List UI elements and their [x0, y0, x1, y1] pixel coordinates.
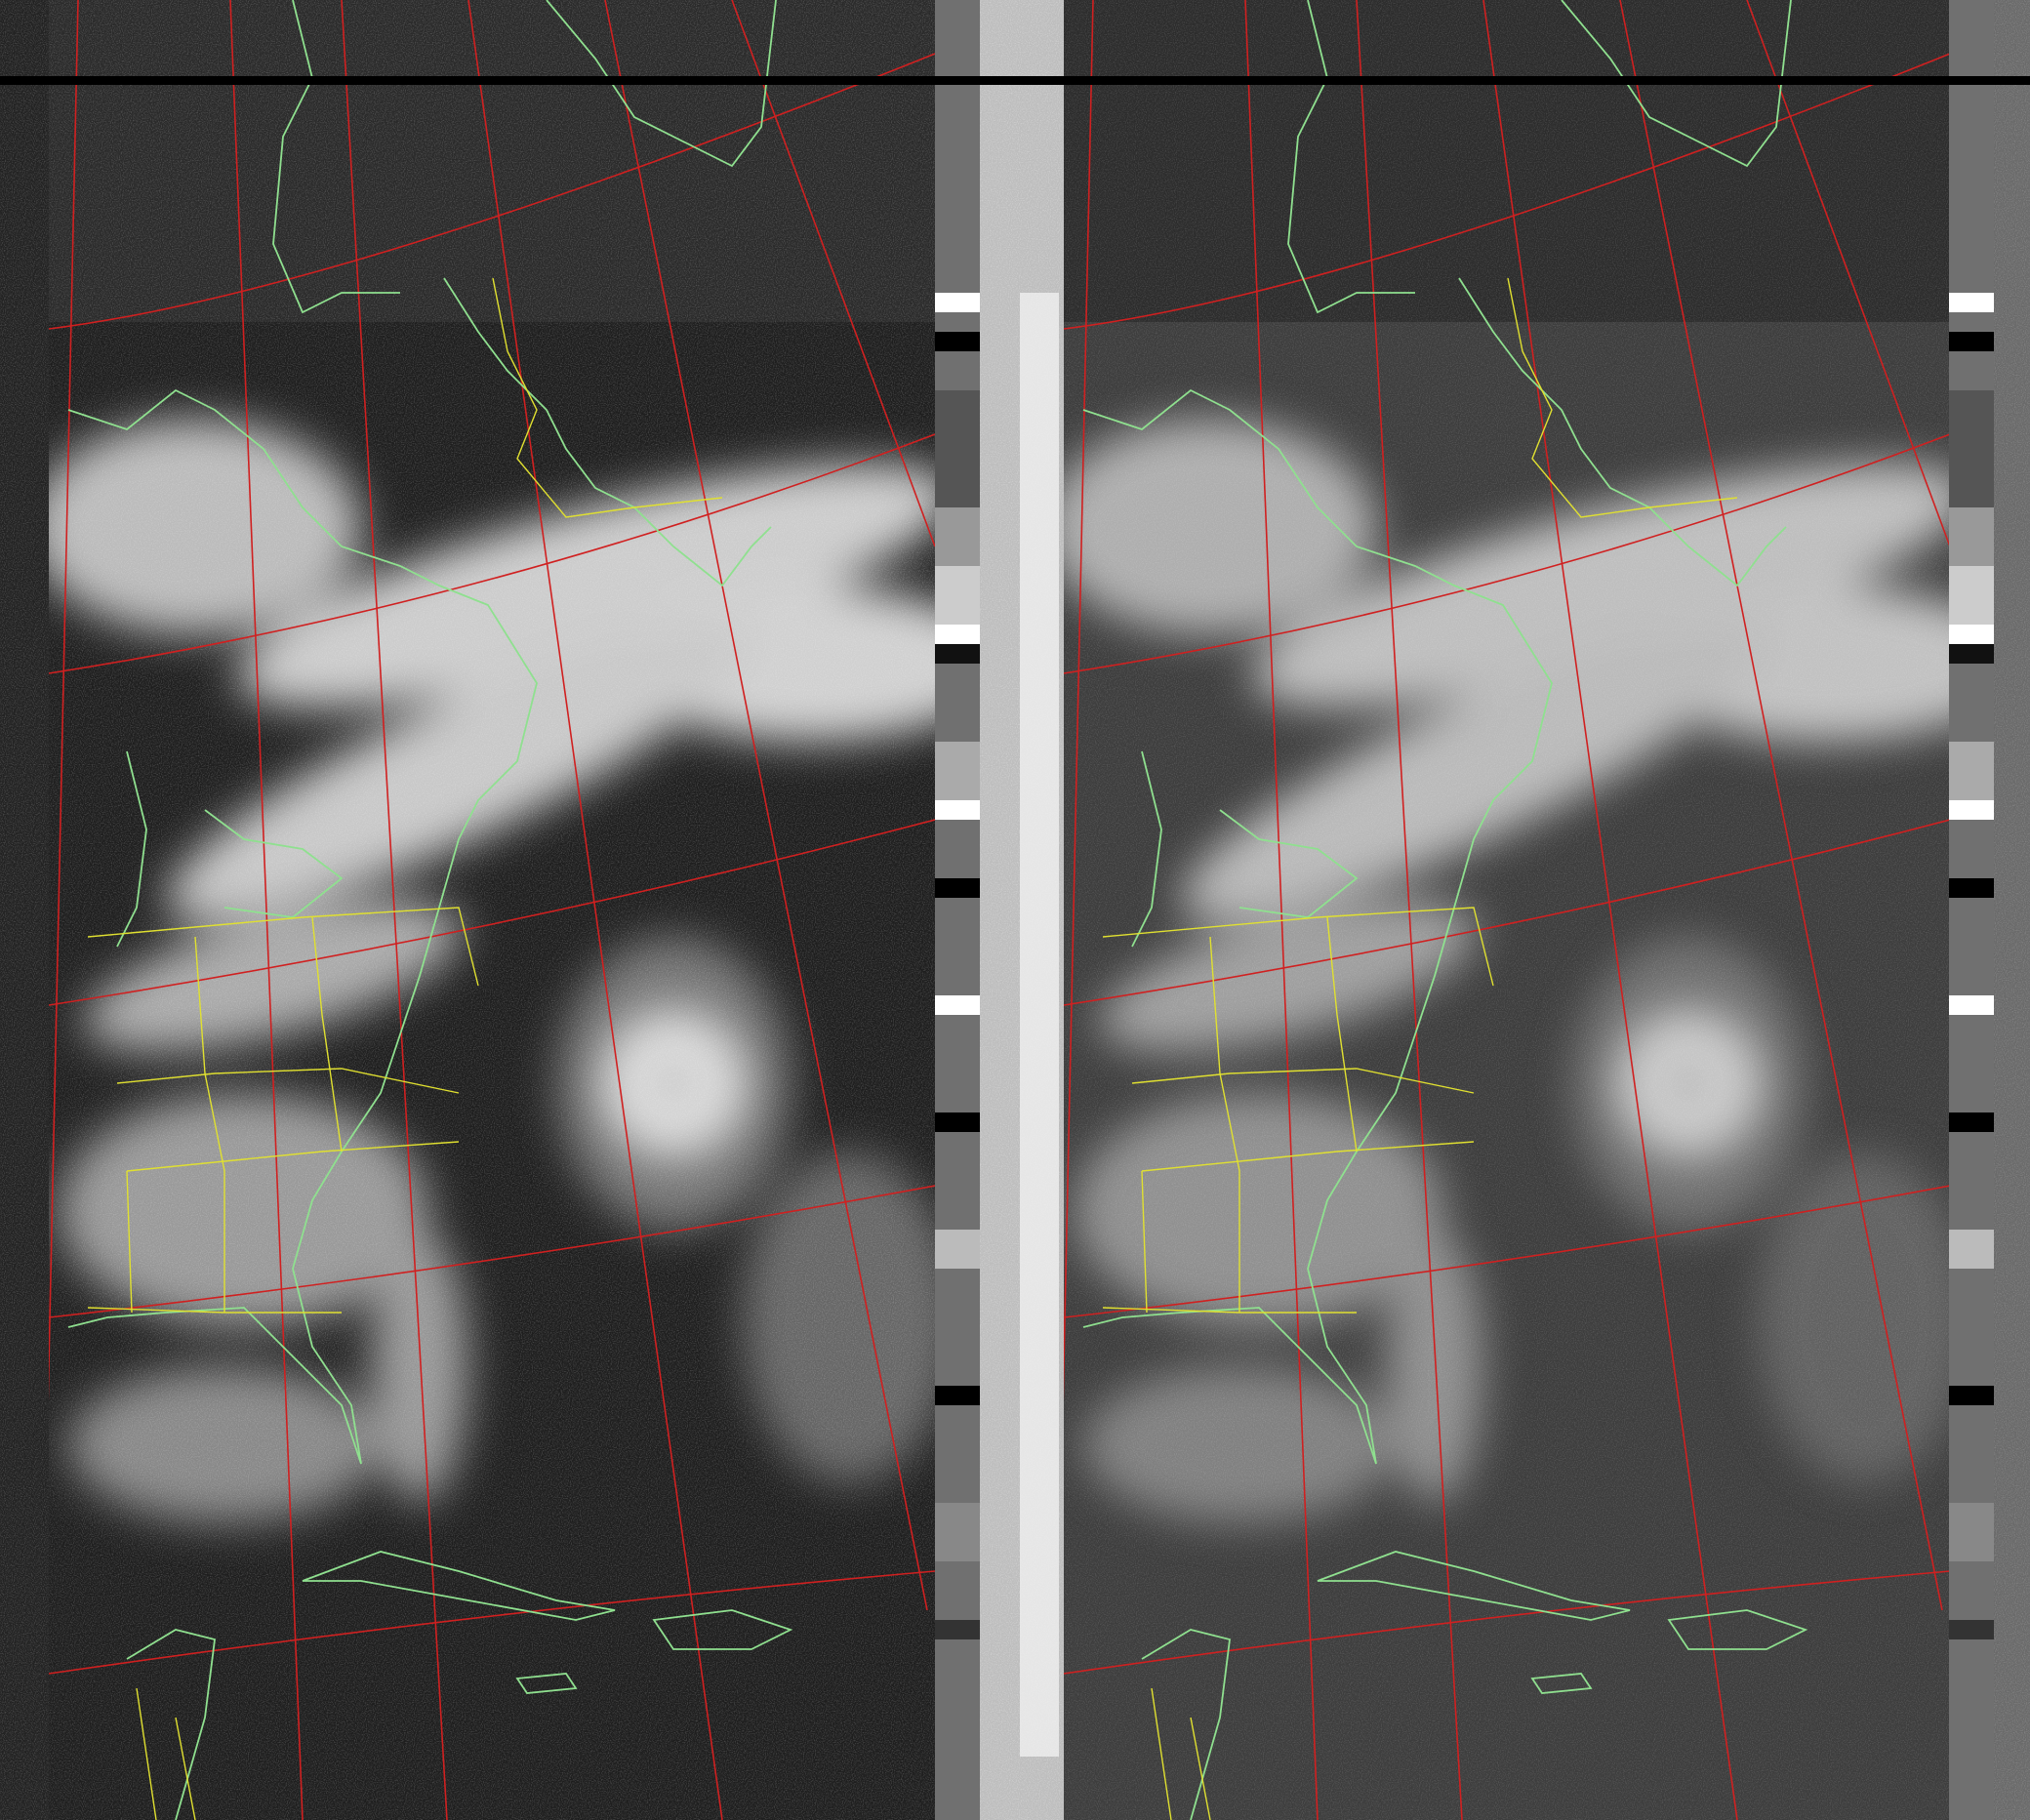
telemetry-strip-b [1949, 0, 1994, 1820]
channel-a-image [49, 0, 935, 1820]
sync-strip-a [0, 0, 49, 1820]
channel-b-image [1064, 0, 1950, 1820]
dropout-stripe [0, 76, 2030, 85]
sync-strip-b [980, 0, 1064, 1820]
telemetry-strip-a [935, 0, 980, 1820]
